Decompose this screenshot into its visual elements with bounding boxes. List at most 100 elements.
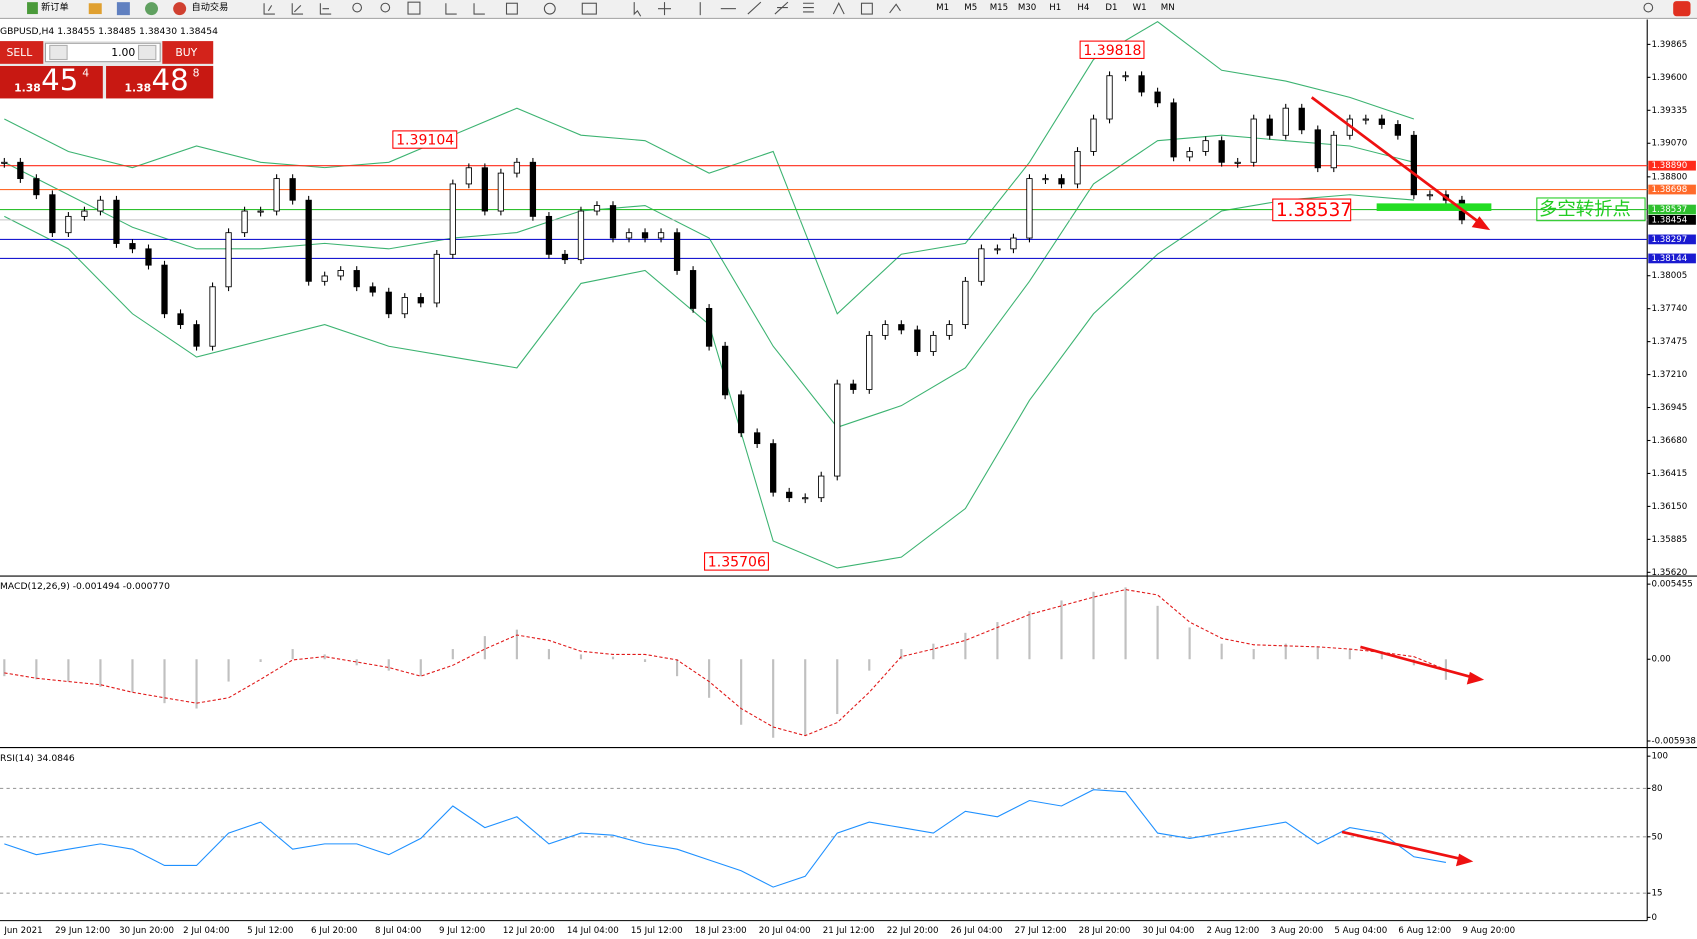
tool-icon[interactable]	[263, 3, 275, 15]
candle	[1234, 161, 1241, 164]
lot-down[interactable]	[49, 44, 68, 61]
timeframe-button[interactable]: M15	[990, 3, 1008, 13]
candle	[561, 253, 569, 261]
new-order-icon[interactable]	[27, 2, 38, 15]
bollinger-band	[4, 20, 1415, 315]
y-tick-label: 1.37210	[1652, 370, 1688, 380]
toolbar-icon[interactable]	[116, 2, 130, 16]
x-tick-label: 27 Jul 12:00	[1015, 926, 1067, 936]
y-tick-label: 1.37740	[1652, 304, 1688, 314]
timeframe-button[interactable]: MN	[1161, 3, 1175, 13]
text-tool[interactable]	[832, 2, 845, 15]
candle	[834, 383, 841, 477]
trendline[interactable]	[747, 1, 762, 15]
candle	[369, 286, 376, 293]
tool-icon[interactable]	[291, 3, 304, 15]
buy-price-fraction[interactable]: 8	[193, 67, 200, 80]
buy-price-big[interactable]: 1.38	[124, 82, 151, 95]
timeframe-button[interactable]: W1	[1133, 3, 1147, 13]
y-tick-label: 80	[1652, 784, 1663, 794]
candle	[33, 178, 40, 196]
search[interactable]	[1643, 2, 1654, 13]
zoom-out[interactable]	[380, 2, 391, 13]
timeframe-button[interactable]: M5	[964, 3, 977, 13]
candle	[1250, 118, 1257, 163]
price-level-label: 1.38297	[1652, 235, 1688, 245]
sell-price-box[interactable]	[0, 65, 103, 99]
lot-up[interactable]	[137, 44, 157, 61]
candle	[625, 232, 633, 239]
candle	[1282, 107, 1289, 136]
lot-value[interactable]: 1.00	[111, 46, 135, 59]
new-order-button[interactable]: 新订单	[41, 1, 69, 13]
tool-icon[interactable]	[473, 3, 485, 15]
candle	[145, 248, 152, 266]
timeframe-button[interactable]: H4	[1077, 3, 1090, 13]
cursor[interactable]	[633, 2, 642, 17]
timeframe-button[interactable]: H1	[1049, 3, 1061, 13]
tile-windows[interactable]	[407, 1, 421, 15]
toolbar-tools	[263, 1, 1654, 17]
annotation: 1.38537	[1276, 200, 1352, 221]
auto-trading-button[interactable]: 自动交易	[192, 1, 229, 13]
sell-price-pips[interactable]: 45	[41, 63, 78, 97]
price-level-tag	[1648, 253, 1696, 264]
candle	[81, 210, 88, 217]
indicators[interactable]	[505, 2, 518, 15]
periods[interactable]	[543, 2, 556, 15]
timeframe-button[interactable]: D1	[1105, 3, 1117, 13]
candle	[1410, 134, 1418, 196]
x-tick-label: Jun 2021	[3, 926, 42, 936]
alerts-icon[interactable]	[1673, 1, 1691, 17]
candle	[385, 291, 392, 315]
timeframe-button[interactable]: M30	[1018, 3, 1036, 13]
lot-input[interactable]	[44, 42, 161, 63]
y-tick-label: 50	[1652, 832, 1663, 842]
arrowhead	[1466, 671, 1485, 685]
crosshair[interactable]	[658, 2, 672, 16]
buy-price-pips[interactable]: 48	[152, 63, 189, 97]
label-tool[interactable]	[860, 2, 873, 15]
toolbar-icon[interactable]	[145, 2, 159, 16]
candle	[177, 313, 184, 326]
x-tick-label: 5 Jul 12:00	[247, 926, 293, 936]
y-tick-label: 100	[1652, 752, 1669, 762]
candle	[802, 497, 809, 500]
sell-price-fraction[interactable]: 4	[82, 67, 89, 80]
price-level-tag	[1648, 204, 1696, 215]
time-axis: Jun 2021 29 Jun 12:00 30 Jun 20:00 2 Jul 04…	[3, 926, 1515, 936]
x-tick-label: 22 Jul 20:00	[887, 926, 939, 936]
toolbar-icon[interactable]	[88, 3, 102, 15]
sell-price-big[interactable]: 1.38	[14, 82, 41, 95]
templates[interactable]	[581, 2, 597, 15]
buy-price-box[interactable]	[106, 65, 214, 99]
annotation: 1.39104	[396, 133, 454, 149]
timeframe-button[interactable]: M1	[936, 3, 949, 13]
price-level-tag	[1648, 184, 1696, 195]
arrows-tool[interactable]	[889, 3, 901, 14]
y-tick-label: -0.005938	[1652, 737, 1696, 747]
trend-arrows	[1310, 96, 1491, 867]
candle	[241, 210, 248, 234]
candle	[1314, 129, 1321, 169]
sell-label[interactable]: SELL	[6, 46, 32, 59]
buy-label[interactable]: BUY	[175, 46, 197, 59]
tool-icon[interactable]	[319, 3, 332, 15]
tool-icon[interactable]	[445, 3, 457, 15]
price-level-tag	[1648, 215, 1696, 225]
x-tick-label: 14 Jul 04:00	[567, 926, 619, 936]
channel[interactable]	[774, 1, 789, 15]
candle	[866, 334, 873, 390]
auto-trading-icon[interactable]	[173, 2, 187, 16]
arrowhead	[1471, 216, 1491, 231]
candle	[978, 248, 985, 282]
sell-button[interactable]	[0, 41, 44, 64]
fibo[interactable]	[803, 2, 814, 13]
buy-button[interactable]	[162, 41, 214, 64]
price-level-tag	[1648, 234, 1696, 245]
y-tick-label: 0.00	[1652, 655, 1671, 665]
candle	[1138, 75, 1145, 93]
candle	[1426, 194, 1434, 197]
zoom-in[interactable]	[352, 2, 363, 13]
